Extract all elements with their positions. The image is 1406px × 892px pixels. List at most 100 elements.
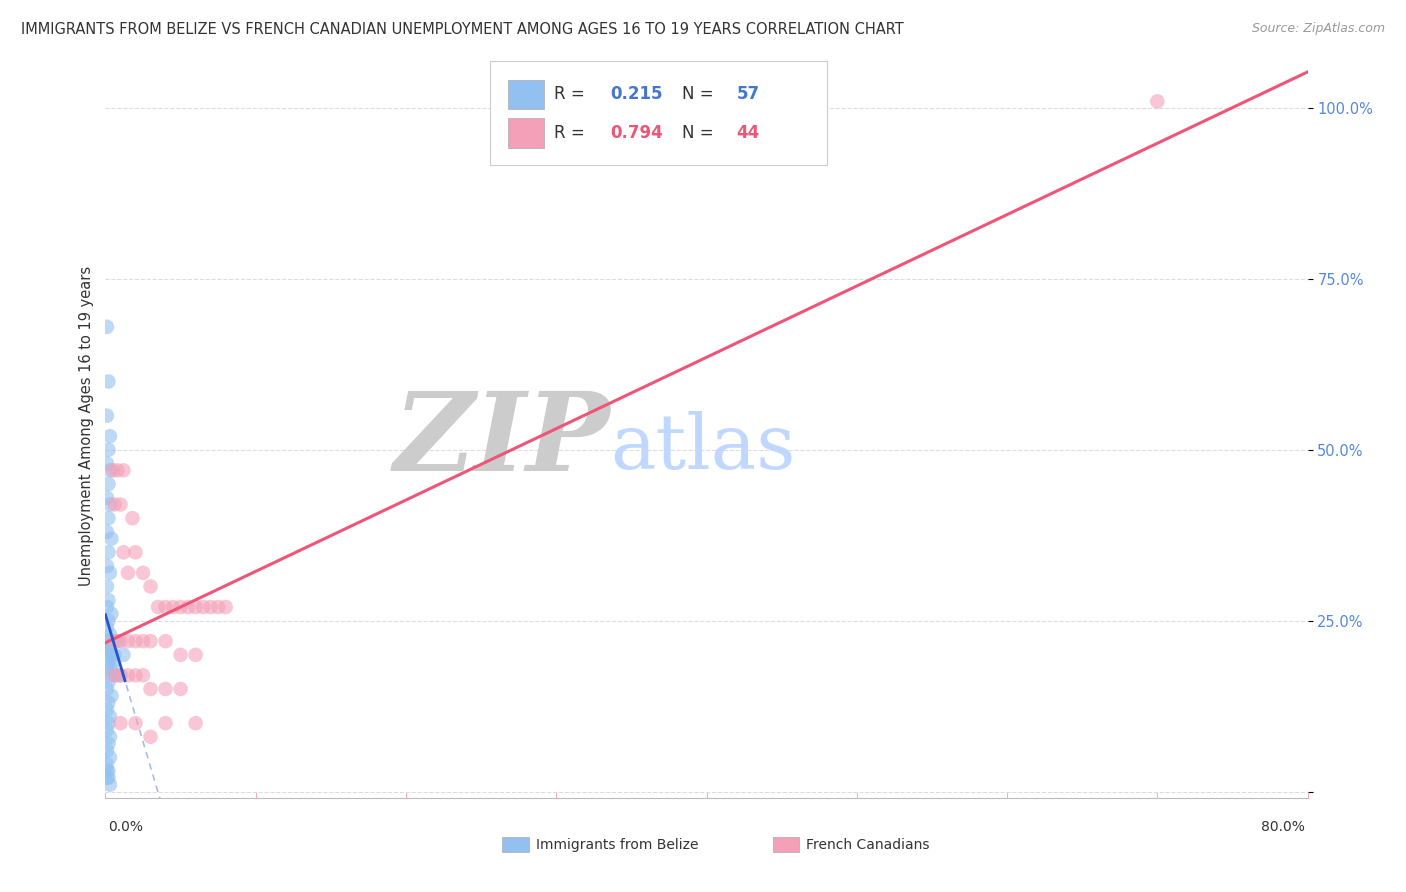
- Point: [97, 764, 120, 778]
- Point: [132, 634, 155, 648]
- Point: [112, 545, 135, 559]
- Point: [124, 668, 146, 682]
- Point: [155, 634, 177, 648]
- Point: [110, 716, 132, 731]
- Point: [98, 730, 121, 744]
- Point: [112, 463, 135, 477]
- Point: [98, 778, 121, 792]
- Point: [139, 580, 162, 594]
- Text: 0.794: 0.794: [610, 124, 664, 142]
- Point: [96, 634, 118, 648]
- Point: [97, 477, 120, 491]
- Point: [117, 634, 139, 648]
- Point: [100, 648, 122, 662]
- Point: [110, 668, 132, 682]
- Point: [100, 689, 122, 703]
- Point: [96, 559, 118, 574]
- Point: [97, 634, 120, 648]
- Text: French Canadians: French Canadians: [806, 838, 929, 852]
- Point: [96, 457, 118, 471]
- Point: [97, 771, 120, 785]
- Point: [98, 566, 121, 580]
- FancyBboxPatch shape: [491, 61, 827, 165]
- Point: [96, 681, 118, 696]
- Text: 80.0%: 80.0%: [1261, 821, 1305, 834]
- Point: [184, 648, 207, 662]
- Point: [121, 511, 143, 525]
- Point: [96, 600, 118, 615]
- Point: [96, 319, 118, 334]
- Point: [97, 593, 120, 607]
- Point: [97, 716, 120, 731]
- Point: [96, 620, 118, 634]
- Point: [98, 429, 121, 443]
- Point: [124, 545, 146, 559]
- Point: [110, 668, 132, 682]
- Point: [97, 696, 120, 710]
- Point: [96, 580, 118, 594]
- Point: [100, 607, 122, 621]
- Point: [200, 600, 222, 615]
- Point: [155, 600, 177, 615]
- Point: [132, 566, 155, 580]
- Text: R =: R =: [554, 124, 591, 142]
- Point: [98, 627, 121, 641]
- Point: [139, 634, 162, 648]
- Point: [100, 661, 122, 675]
- Text: atlas: atlas: [610, 411, 796, 485]
- Point: [97, 655, 120, 669]
- Point: [96, 491, 118, 505]
- Point: [96, 723, 118, 737]
- Point: [169, 600, 191, 615]
- Point: [96, 661, 118, 675]
- Point: [97, 675, 120, 690]
- Point: [96, 640, 118, 655]
- FancyBboxPatch shape: [508, 119, 544, 148]
- Point: [98, 668, 121, 682]
- Point: [117, 566, 139, 580]
- Point: [97, 442, 120, 457]
- Point: [97, 614, 120, 628]
- Point: [97, 640, 120, 655]
- Text: 0.215: 0.215: [610, 86, 662, 103]
- Point: [96, 524, 118, 539]
- Point: [97, 648, 120, 662]
- Point: [184, 716, 207, 731]
- Point: [177, 600, 200, 615]
- FancyBboxPatch shape: [502, 837, 529, 852]
- Text: 44: 44: [737, 124, 759, 142]
- Point: [103, 668, 125, 682]
- Text: IMMIGRANTS FROM BELIZE VS FRENCH CANADIAN UNEMPLOYMENT AMONG AGES 16 TO 19 YEARS: IMMIGRANTS FROM BELIZE VS FRENCH CANADIA…: [21, 22, 904, 37]
- Point: [110, 634, 132, 648]
- Point: [117, 668, 139, 682]
- Point: [162, 600, 184, 615]
- Point: [96, 757, 118, 772]
- Point: [184, 600, 207, 615]
- Point: [97, 375, 120, 389]
- Point: [96, 409, 118, 423]
- Text: N =: N =: [682, 86, 720, 103]
- Point: [132, 668, 155, 682]
- Point: [155, 716, 177, 731]
- Point: [107, 634, 129, 648]
- Point: [169, 681, 191, 696]
- Text: N =: N =: [682, 124, 720, 142]
- Point: [124, 716, 146, 731]
- Point: [98, 463, 121, 477]
- Point: [103, 634, 125, 648]
- Point: [100, 532, 122, 546]
- Point: [97, 511, 120, 525]
- FancyBboxPatch shape: [508, 79, 544, 110]
- Point: [112, 648, 135, 662]
- Point: [124, 634, 146, 648]
- Point: [103, 498, 125, 512]
- Text: 0.0%: 0.0%: [108, 821, 143, 834]
- Point: [110, 498, 132, 512]
- Point: [96, 764, 118, 778]
- Point: [98, 498, 121, 512]
- Point: [104, 668, 127, 682]
- Point: [146, 600, 169, 615]
- Point: [103, 648, 125, 662]
- Point: [101, 655, 124, 669]
- Point: [107, 463, 129, 477]
